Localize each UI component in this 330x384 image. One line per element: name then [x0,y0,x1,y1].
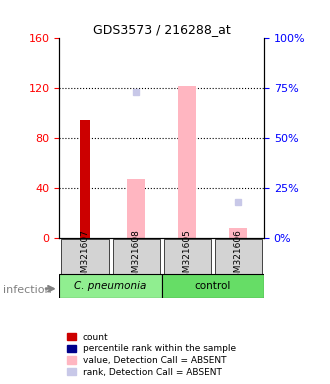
FancyBboxPatch shape [164,239,211,275]
Bar [178,86,196,238]
FancyBboxPatch shape [215,239,262,275]
FancyBboxPatch shape [61,239,109,275]
Text: GSM321607: GSM321607 [81,229,89,284]
Legend: count, percentile rank within the sample, value, Detection Call = ABSENT, rank, : count, percentile rank within the sample… [64,330,239,379]
Text: C. pneumonia: C. pneumonia [74,280,147,291]
Bar [229,228,248,238]
Text: GSM321605: GSM321605 [183,229,192,284]
Bar [127,179,145,238]
Text: GSM321608: GSM321608 [132,229,141,284]
FancyBboxPatch shape [162,274,264,298]
Text: GSM321606: GSM321606 [234,229,243,284]
Text: control: control [195,280,231,291]
Title: GDS3573 / 216288_at: GDS3573 / 216288_at [93,23,231,36]
FancyBboxPatch shape [113,239,160,275]
FancyBboxPatch shape [59,274,162,298]
Text: infection: infection [3,285,52,295]
Bar [80,119,90,238]
